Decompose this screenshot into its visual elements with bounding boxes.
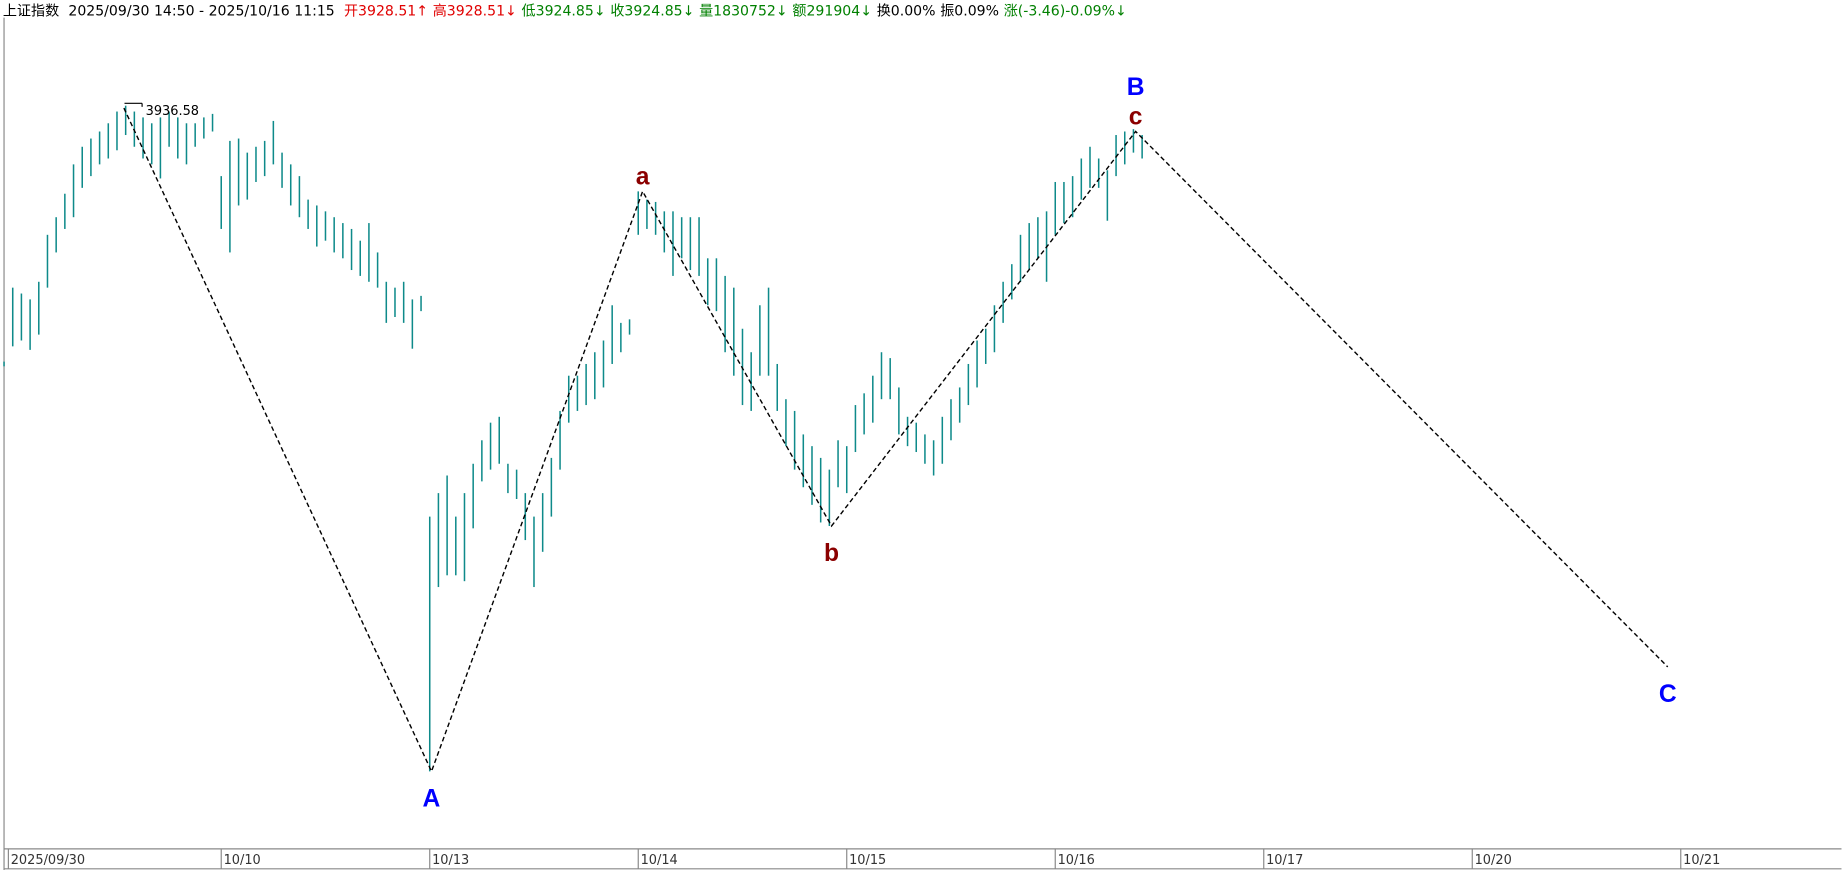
x-tick-label: 2025/09/30 (11, 853, 85, 868)
wave-label: b (824, 540, 839, 567)
wave-label: C (1659, 681, 1677, 708)
header-item: 额291904↓ (792, 3, 872, 19)
wave-label: A (423, 786, 441, 813)
header-item: 量1830752↓ (699, 3, 788, 19)
x-tick-label: 10/20 (1475, 853, 1512, 868)
x-tick-label: 10/15 (849, 853, 886, 868)
wave-label: a (636, 163, 650, 190)
header-range: 2025/09/30 14:50 - 2025/10/16 11:15 (68, 3, 334, 19)
max-label: 3936.58 (146, 104, 199, 119)
x-tick-label: 10/21 (1683, 853, 1720, 868)
wave-label: B (1127, 74, 1145, 101)
header: 上证指数 2025/09/30 14:50 - 2025/10/16 11:15… (3, 2, 1127, 19)
header-item: 涨(-3.46)-0.09%↓ (1004, 3, 1127, 19)
x-tick-label: 10/17 (1266, 853, 1303, 868)
header-item: 低3924.85↓ (522, 3, 606, 19)
wave-label: c (1129, 103, 1143, 130)
header-item: 换0.00% (877, 2, 936, 19)
header-item: 开3928.51↑ (344, 3, 428, 19)
x-tick-label: 10/14 (641, 853, 678, 868)
header-title: 上证指数 (3, 3, 59, 19)
header-item: 收3924.85↓ (610, 3, 694, 19)
x-tick-label: 10/16 (1058, 853, 1095, 868)
x-tick-label: 10/13 (432, 853, 469, 868)
header-item: 振0.09% (940, 3, 999, 19)
header-item: 高3928.51↓ (433, 2, 517, 19)
x-tick-label: 10/10 (224, 853, 261, 868)
plot: 3936.58 Aa b cB C (3, 74, 1677, 813)
